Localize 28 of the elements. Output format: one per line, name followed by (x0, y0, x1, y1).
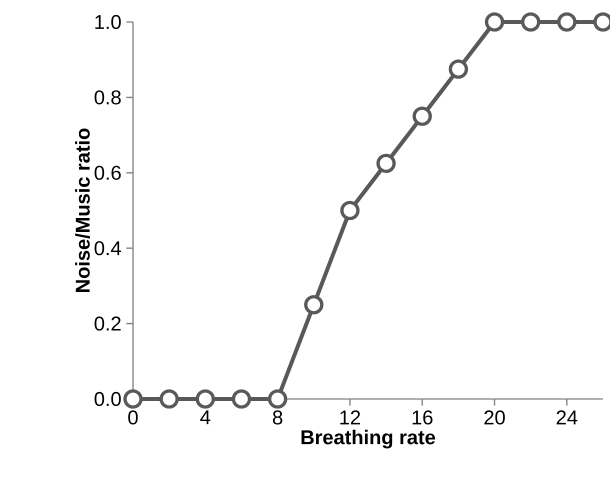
point (412, 106, 432, 126)
x-tick-label: 24 (556, 410, 578, 424)
point (376, 154, 396, 174)
y-tick-label: 0.4 (94, 241, 122, 256)
y-tick-label: 0.6 (94, 166, 121, 180)
point (521, 12, 540, 32)
point (123, 389, 143, 409)
point (159, 389, 179, 409)
x-tick-label: 16 (412, 410, 432, 425)
y-tick-label: 0.2 (94, 316, 121, 331)
x-tick-label: 0 (128, 410, 138, 425)
point (196, 389, 215, 409)
x-tick-label: 8 (272, 410, 282, 425)
point (557, 12, 577, 32)
y-axis-title: Noise/Music ratio (75, 128, 90, 292)
point (232, 389, 252, 409)
x-tick-label: 4 (200, 410, 210, 424)
y-tick-label: 1.0 (95, 14, 121, 30)
x-tick-label: 12 (340, 410, 360, 424)
y-tick-label: 0.0 (94, 392, 121, 406)
point (448, 59, 468, 79)
x-axis-title: Breathing rate (302, 430, 436, 448)
point (304, 295, 324, 314)
point (484, 12, 504, 32)
x-tick-label: 20 (484, 410, 505, 425)
point (340, 200, 360, 220)
y-tick-label: 0.8 (94, 90, 121, 104)
point (268, 389, 288, 409)
